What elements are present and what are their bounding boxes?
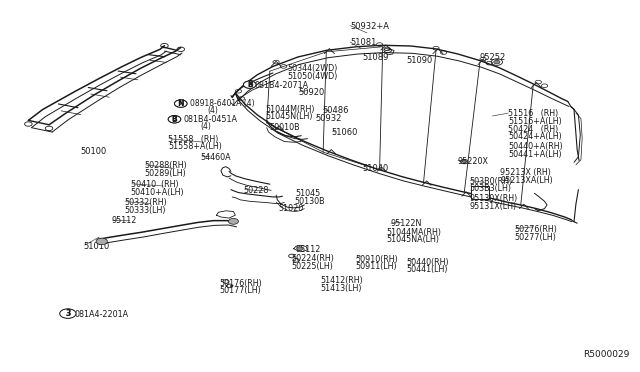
Text: 51081: 51081	[350, 38, 376, 47]
Text: 08918-6401A (4): 08918-6401A (4)	[189, 99, 254, 108]
Text: 503B3(LH): 503B3(LH)	[469, 185, 511, 193]
Text: 51089: 51089	[362, 53, 388, 62]
Circle shape	[243, 81, 256, 88]
Circle shape	[60, 309, 76, 318]
Circle shape	[243, 81, 256, 88]
Text: 50440+A(RH): 50440+A(RH)	[508, 142, 563, 151]
Text: 50333(LH): 50333(LH)	[124, 206, 166, 215]
Circle shape	[175, 100, 187, 107]
Text: 51010: 51010	[84, 242, 110, 251]
Text: 95112: 95112	[296, 245, 321, 254]
Text: 50424   (RH): 50424 (RH)	[508, 125, 559, 134]
Text: 3: 3	[65, 309, 70, 318]
Text: 50332(RH): 50332(RH)	[124, 198, 167, 207]
Text: 50276(RH): 50276(RH)	[515, 225, 557, 234]
Text: N: N	[177, 99, 184, 108]
Text: 50410  (RH): 50410 (RH)	[131, 180, 178, 189]
Circle shape	[168, 116, 180, 123]
Text: B: B	[172, 116, 177, 122]
Text: 51516   (RH): 51516 (RH)	[508, 109, 559, 118]
Text: B: B	[247, 81, 252, 88]
Text: 95112: 95112	[111, 216, 136, 225]
Circle shape	[297, 247, 303, 250]
Text: 51090: 51090	[406, 56, 433, 65]
Circle shape	[493, 60, 500, 64]
Text: 3: 3	[65, 309, 70, 318]
Text: 081B4-2071A: 081B4-2071A	[254, 81, 308, 90]
Circle shape	[168, 116, 180, 123]
Text: 51516+A(LH): 51516+A(LH)	[508, 116, 562, 126]
Text: R5000029: R5000029	[584, 350, 630, 359]
Text: 50440(RH): 50440(RH)	[406, 258, 449, 267]
Text: 50410+A(LH): 50410+A(LH)	[131, 188, 184, 197]
Text: 50100: 50100	[81, 147, 107, 156]
Text: 51045N(LH): 51045N(LH)	[266, 112, 313, 121]
Text: 50441(LH): 50441(LH)	[406, 265, 448, 274]
Text: 50486: 50486	[322, 106, 348, 115]
Text: 51558+A(LH): 51558+A(LH)	[168, 142, 222, 151]
Text: N: N	[178, 101, 184, 106]
Text: 51050(4WD): 51050(4WD)	[287, 72, 338, 81]
Circle shape	[462, 160, 466, 163]
Text: 50424+A(LH): 50424+A(LH)	[508, 132, 562, 141]
Text: 50224(RH): 50224(RH)	[291, 254, 334, 263]
Circle shape	[175, 100, 187, 107]
Text: 50344(2WD): 50344(2WD)	[287, 64, 338, 73]
Text: (4): (4)	[208, 106, 219, 115]
Text: 081B4-0451A: 081B4-0451A	[183, 115, 237, 124]
Circle shape	[96, 238, 108, 245]
Text: B: B	[172, 115, 177, 124]
Text: 50920: 50920	[298, 88, 324, 97]
Text: 95252: 95252	[480, 53, 506, 62]
Circle shape	[228, 218, 239, 224]
Text: 50932: 50932	[315, 115, 341, 124]
Text: 54460A: 54460A	[201, 153, 232, 162]
Text: 51045: 51045	[295, 189, 320, 198]
Text: 081A4-2201A: 081A4-2201A	[74, 310, 128, 319]
FancyBboxPatch shape	[470, 186, 490, 199]
Text: 50010B: 50010B	[270, 123, 300, 132]
Text: 50289(LH): 50289(LH)	[145, 169, 186, 178]
Text: 50911(LH): 50911(LH)	[355, 262, 397, 272]
Text: 51413(LH): 51413(LH)	[320, 283, 362, 292]
Text: 50228: 50228	[243, 186, 269, 195]
Text: 95220X: 95220X	[458, 157, 489, 166]
Text: 51044MA(RH): 51044MA(RH)	[387, 228, 442, 237]
Text: 51044M(RH): 51044M(RH)	[266, 105, 315, 114]
Text: 50176(RH): 50176(RH)	[220, 279, 262, 288]
Text: 51020: 51020	[278, 205, 304, 214]
Text: 95130X(RH): 95130X(RH)	[469, 194, 518, 203]
Text: (4): (4)	[201, 122, 212, 131]
Circle shape	[60, 309, 76, 318]
Text: 50932+A: 50932+A	[350, 22, 389, 31]
Text: 50130B: 50130B	[294, 197, 325, 206]
Text: 51412(RH): 51412(RH)	[320, 276, 363, 285]
Text: 50910(RH): 50910(RH)	[355, 255, 398, 264]
Text: 95131X(LH): 95131X(LH)	[469, 202, 516, 211]
Text: B: B	[247, 80, 253, 89]
Text: 50441+A(LH): 50441+A(LH)	[508, 150, 562, 159]
Text: 51040: 51040	[362, 164, 388, 173]
Text: 51558   (RH): 51558 (RH)	[168, 135, 219, 144]
Text: 95213XA(LH): 95213XA(LH)	[500, 176, 553, 185]
Text: 95122N: 95122N	[391, 219, 422, 228]
Text: 503B0(RH): 503B0(RH)	[469, 177, 513, 186]
Text: 50225(LH): 50225(LH)	[291, 262, 333, 271]
Text: 50277(LH): 50277(LH)	[515, 232, 556, 241]
Text: 95213X (RH): 95213X (RH)	[500, 169, 551, 177]
Text: 51045NA(LH): 51045NA(LH)	[387, 235, 440, 244]
Text: 51060: 51060	[332, 128, 358, 137]
Text: 50177(LH): 50177(LH)	[220, 286, 261, 295]
Text: 50288(RH): 50288(RH)	[145, 161, 187, 170]
